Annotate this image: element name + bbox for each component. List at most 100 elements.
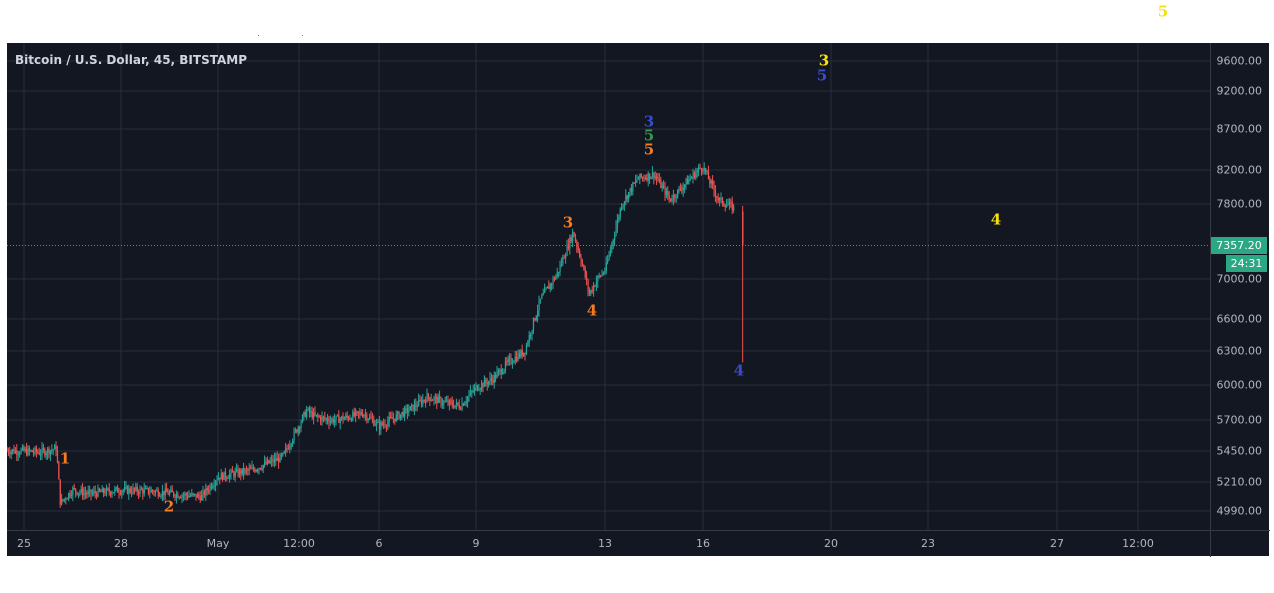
wave-label-orange-1[interactable]: 1 <box>59 449 71 468</box>
candle-body <box>433 397 435 401</box>
candle-body <box>51 449 53 451</box>
wave-label-yellow-5[interactable]: 5 <box>1157 2 1169 21</box>
candle-body <box>506 361 508 363</box>
time-axis[interactable]: 25 28 May 12:00 6 9 13 16 20 23 27 12:00 <box>7 530 1210 557</box>
candle-body <box>37 452 39 454</box>
candle-body <box>464 403 466 406</box>
candle-body <box>136 486 138 492</box>
candle-body <box>503 369 505 373</box>
candle-body <box>695 172 697 178</box>
candle-body <box>299 427 301 429</box>
wave-label-green-5[interactable]: 5 <box>643 126 655 145</box>
candle-body <box>198 494 200 497</box>
candle-body <box>154 490 157 493</box>
wave-label-orange-4[interactable]: 4 <box>586 301 598 320</box>
candle-body <box>471 391 473 393</box>
candle-body <box>20 449 22 454</box>
candle-body <box>705 168 707 173</box>
candle-body <box>608 254 610 260</box>
candle-body <box>128 488 130 494</box>
candle-body <box>236 469 238 472</box>
candle-body <box>446 400 448 402</box>
candle-body <box>724 205 726 208</box>
stray-dot <box>258 35 259 36</box>
candle-body <box>454 405 456 408</box>
candle-body <box>475 385 477 388</box>
wave-label-yellow-4[interactable]: 4 <box>990 210 1002 229</box>
candle-body <box>201 494 203 501</box>
wave-label-orange-3[interactable]: 3 <box>562 213 574 232</box>
time-tick: 6 <box>375 537 383 550</box>
candle-body <box>234 471 236 477</box>
candle-body <box>720 197 722 199</box>
wave-label-blue-5[interactable]: 5 <box>816 66 828 85</box>
candle-body <box>356 411 358 413</box>
candle-body <box>244 469 246 474</box>
bar-countdown-badge: 24:31 <box>1226 255 1267 272</box>
candle-body <box>587 279 589 290</box>
candle-body <box>422 399 424 405</box>
wave-label-orange-5[interactable]: 5 <box>643 140 655 159</box>
candle-body <box>546 286 549 289</box>
candle-body <box>628 192 630 199</box>
candle-body <box>649 173 651 179</box>
plot-area[interactable]: Bitcoin / U.S. Dollar, 45, BITSTAMP <box>6 43 1210 530</box>
candle-body <box>101 488 103 493</box>
candle-body <box>280 454 283 456</box>
time-tick: 27 <box>1050 537 1064 550</box>
candle-body <box>150 490 152 493</box>
candle-body <box>140 488 143 490</box>
wave-label-blue-4[interactable]: 4 <box>733 361 745 380</box>
candle-body <box>195 493 197 498</box>
stray-dot <box>302 35 303 36</box>
candle-body <box>26 448 28 455</box>
candle-body <box>721 197 724 204</box>
wave-label-yellow-3[interactable]: 3 <box>818 51 830 70</box>
candle-body <box>685 179 687 185</box>
candle-body <box>469 391 472 395</box>
candle-body <box>125 486 127 488</box>
candlestick-chart[interactable] <box>6 43 1210 530</box>
candle-body <box>308 408 311 413</box>
candle-body <box>633 182 635 184</box>
time-tick: 12:00 <box>283 537 315 550</box>
candle-body <box>693 172 696 178</box>
chart-panel[interactable]: Bitcoin / U.S. Dollar, 45, BITSTAMP 9600… <box>6 43 1270 557</box>
price-tick: 6000.00 <box>1216 378 1263 392</box>
candle-body <box>539 298 542 301</box>
candle-body <box>492 379 494 383</box>
candle-body <box>182 495 185 497</box>
candle-body <box>570 237 572 242</box>
price-axis[interactable]: 9600.00 9200.00 8700.00 8200.00 7800.00 … <box>1210 43 1270 530</box>
candle-body <box>717 197 719 201</box>
candle-body <box>114 488 116 493</box>
candle-body <box>467 397 469 402</box>
candle-body <box>194 493 196 495</box>
candle-body <box>324 416 326 419</box>
candle-body <box>675 196 677 198</box>
candle-body <box>175 493 178 498</box>
candle-body <box>723 203 725 206</box>
candle-body <box>215 481 217 486</box>
wave-label-blue-3[interactable]: 3 <box>643 112 655 131</box>
candle-body <box>371 418 374 420</box>
candle-body <box>143 488 145 494</box>
candle-body <box>56 451 59 462</box>
candle-body <box>231 470 234 473</box>
candle-body <box>653 172 655 179</box>
candle-body <box>607 259 609 263</box>
candle-body <box>49 450 52 455</box>
candle-body <box>47 448 49 454</box>
candle-body <box>731 202 733 211</box>
time-tick: May <box>206 537 230 550</box>
candle-body <box>482 383 484 387</box>
candle-body <box>527 342 529 346</box>
candle-body <box>112 492 115 494</box>
candle-body <box>588 289 591 294</box>
candle-body <box>381 422 383 425</box>
candle-body <box>243 468 245 474</box>
candle-body <box>266 460 269 465</box>
time-tick: 28 <box>114 537 128 550</box>
wave-label-orange-2[interactable]: 2 <box>163 497 175 516</box>
price-tick: 8700.00 <box>1216 122 1263 136</box>
